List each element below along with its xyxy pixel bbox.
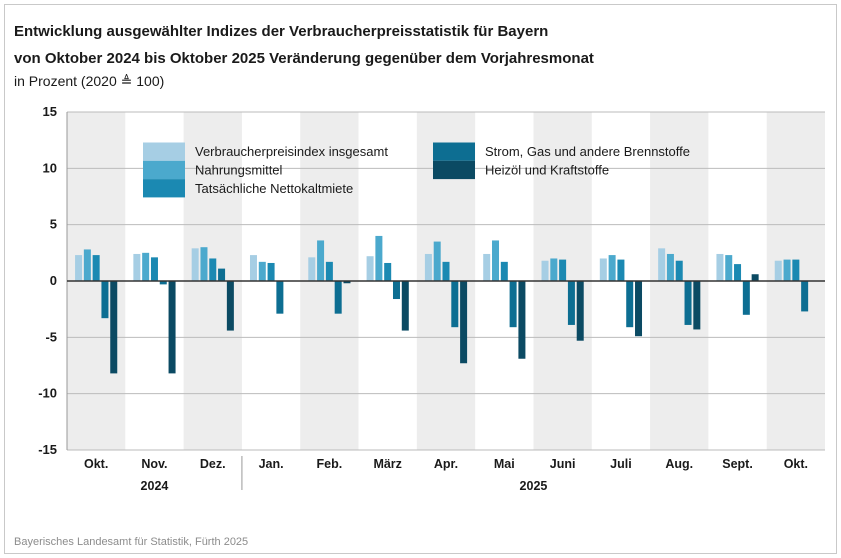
svg-text:Feb.: Feb. <box>317 457 343 471</box>
svg-text:2025: 2025 <box>520 479 548 493</box>
svg-text:10: 10 <box>43 160 57 175</box>
svg-text:März: März <box>373 457 401 471</box>
svg-text:2024: 2024 <box>141 479 169 493</box>
svg-text:Dez.: Dez. <box>200 457 226 471</box>
svg-text:0: 0 <box>50 273 57 288</box>
svg-text:Strom, Gas und andere Brennsto: Strom, Gas und andere Brennstoffe <box>485 144 690 159</box>
svg-text:Juni: Juni <box>550 457 576 471</box>
svg-text:5: 5 <box>50 217 57 232</box>
svg-text:-5: -5 <box>45 329 57 344</box>
svg-text:Heizöl und Kraftstoffe: Heizöl und Kraftstoffe <box>485 162 609 177</box>
svg-text:Juli: Juli <box>610 457 632 471</box>
svg-text:Sept.: Sept. <box>722 457 753 471</box>
svg-text:Nahrungsmittel: Nahrungsmittel <box>195 162 283 177</box>
svg-text:Tatsächliche Nettokaltmiete: Tatsächliche Nettokaltmiete <box>195 181 353 196</box>
svg-text:Verbraucherpreisindex insgesam: Verbraucherpreisindex insgesamt <box>195 144 388 159</box>
svg-text:Apr.: Apr. <box>434 457 458 471</box>
svg-text:-15: -15 <box>38 442 57 457</box>
svg-text:Aug.: Aug. <box>665 457 693 471</box>
svg-text:-10: -10 <box>38 386 57 401</box>
svg-text:Nov.: Nov. <box>141 457 167 471</box>
svg-text:Mai: Mai <box>494 457 515 471</box>
svg-text:Jan.: Jan. <box>259 457 284 471</box>
svg-text:Okt.: Okt. <box>784 457 808 471</box>
svg-text:Okt.: Okt. <box>84 457 108 471</box>
svg-text:15: 15 <box>43 104 57 119</box>
